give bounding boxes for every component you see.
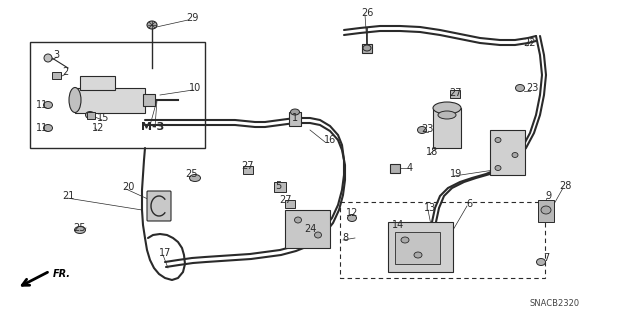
Bar [388,222,453,272]
Text: 9: 9 [545,191,551,201]
Text: 1: 1 [292,113,298,123]
Bar [87,112,95,119]
Ellipse shape [147,21,157,29]
Text: 17: 17 [159,248,171,258]
Bar [243,166,253,174]
Ellipse shape [86,112,95,118]
Text: 19: 19 [450,169,462,179]
Bar [390,164,400,173]
Ellipse shape [541,206,551,214]
Text: 27: 27 [280,195,292,205]
FancyBboxPatch shape [147,191,171,221]
Text: 7: 7 [543,253,549,263]
Ellipse shape [348,214,356,221]
Ellipse shape [294,217,301,223]
Bar [143,94,155,106]
Bar [433,108,461,148]
Ellipse shape [189,174,200,182]
Text: 14: 14 [392,220,404,230]
Bar [285,210,330,248]
Bar [289,112,301,126]
Bar [490,130,525,175]
Text: 18: 18 [426,147,438,157]
Text: 25: 25 [74,223,86,233]
Bar [75,88,145,113]
Text: M-3: M-3 [141,122,164,132]
Ellipse shape [495,166,501,170]
Text: 10: 10 [189,83,201,93]
Bar [52,72,61,79]
Text: 6: 6 [466,199,472,209]
Text: 22: 22 [524,38,536,48]
Text: 16: 16 [324,135,336,145]
Text: 24: 24 [304,224,316,234]
Bar [340,202,545,278]
Bar [362,44,372,53]
Text: 26: 26 [361,8,373,18]
Ellipse shape [44,54,52,62]
Text: 23: 23 [526,83,538,93]
Bar [538,200,554,222]
Ellipse shape [512,152,518,158]
Ellipse shape [515,85,525,92]
Text: 29: 29 [186,13,198,23]
Ellipse shape [44,101,52,108]
Text: 5: 5 [275,181,281,191]
Ellipse shape [401,237,409,243]
Bar [274,182,286,192]
Text: 20: 20 [122,182,134,192]
Text: 4: 4 [407,163,413,173]
Ellipse shape [536,258,545,265]
Text: 27: 27 [242,161,254,171]
Text: 12: 12 [92,123,104,133]
Ellipse shape [417,127,426,133]
Text: 23: 23 [421,124,433,134]
Text: 13: 13 [424,203,436,213]
Text: 28: 28 [559,181,571,191]
Ellipse shape [438,111,456,119]
Ellipse shape [314,232,321,238]
Ellipse shape [433,102,461,114]
Text: 11: 11 [36,100,48,110]
Text: 3: 3 [53,50,59,60]
Ellipse shape [74,226,86,234]
Text: 21: 21 [62,191,74,201]
Bar [285,200,295,208]
Text: SNACB2320: SNACB2320 [530,299,580,308]
Text: 2: 2 [62,67,68,77]
Ellipse shape [363,45,371,51]
Text: 8: 8 [342,233,348,243]
Ellipse shape [69,87,81,113]
Text: 12: 12 [346,208,358,218]
Bar [80,76,115,90]
Ellipse shape [44,124,52,131]
Text: 27: 27 [449,88,461,98]
Text: 15: 15 [97,113,109,123]
Bar [30,42,205,148]
Text: 11: 11 [36,123,48,133]
Ellipse shape [414,252,422,258]
Text: FR.: FR. [53,269,71,279]
Bar [450,90,460,98]
Ellipse shape [291,109,300,115]
Text: 25: 25 [186,169,198,179]
Ellipse shape [495,137,501,143]
Bar [395,232,440,264]
